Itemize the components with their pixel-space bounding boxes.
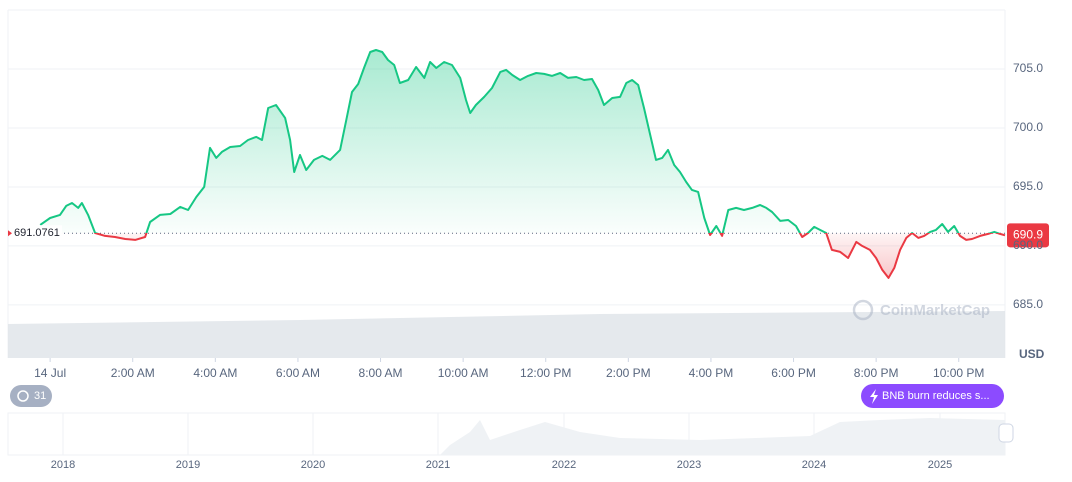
navigator-label: 2020 bbox=[301, 459, 325, 471]
navigator-label: 2019 bbox=[176, 459, 200, 471]
unit-label: USD bbox=[1019, 347, 1045, 361]
navigator-handle[interactable] bbox=[998, 423, 1014, 443]
badge-text: 31 bbox=[34, 390, 46, 402]
x-tick-label: 12:00 PM bbox=[520, 366, 571, 380]
y-tick-label: 695.0 bbox=[1013, 179, 1043, 193]
price-tag bbox=[1007, 223, 1049, 248]
navigator-label: 2025 bbox=[928, 459, 952, 471]
x-tick-label: 10:00 AM bbox=[438, 366, 489, 380]
baseline-value: 691.0761 bbox=[14, 227, 60, 239]
navigator-label: 2018 bbox=[51, 459, 75, 471]
x-tick-label: 10:00 PM bbox=[933, 366, 984, 380]
y-tick-label: 685.0 bbox=[1013, 297, 1043, 311]
volume-band bbox=[8, 324, 1005, 358]
navigator-label: 2022 bbox=[552, 459, 576, 471]
y-tick-label: 705.0 bbox=[1013, 61, 1043, 75]
baseline-label-bg bbox=[10, 225, 62, 242]
x-tick-label: 4:00 PM bbox=[689, 366, 734, 380]
volume-band-top bbox=[8, 311, 1005, 324]
news-pill[interactable]: BNB burn reduces s... bbox=[861, 384, 1004, 408]
baseline-label: 691.0761 bbox=[8, 225, 62, 242]
x-tick-label: 4:00 AM bbox=[193, 366, 237, 380]
area bbox=[40, 50, 1005, 278]
x-tick-label: 6:00 AM bbox=[276, 366, 320, 380]
news-text: BNB burn reduces s... bbox=[882, 390, 990, 402]
baseline-marker bbox=[8, 230, 12, 237]
x-tick-label: 2:00 AM bbox=[111, 366, 155, 380]
y-tick-label: 690.0 bbox=[1013, 238, 1043, 252]
navigator-label: 2024 bbox=[802, 459, 826, 471]
x-tick-label: 6:00 PM bbox=[771, 366, 816, 380]
x-tick-label: 14 Jul bbox=[34, 366, 66, 380]
watermark-text: CoinMarketCap bbox=[880, 302, 990, 319]
x-tick-label: 2:00 PM bbox=[606, 366, 651, 380]
navigator: 2018 2019 2020 2021 2022 2023 2024 2025 bbox=[51, 413, 952, 471]
price-tag-text: 690.9 bbox=[1013, 227, 1043, 241]
badge[interactable]: 31 bbox=[10, 385, 52, 407]
watermark: CoinMarketCap bbox=[852, 299, 990, 321]
news-bg bbox=[861, 384, 1004, 408]
navigator-label: 2021 bbox=[426, 459, 450, 471]
price-line bbox=[39, 49, 1006, 279]
plot: 691.0761 690.9 bbox=[8, 49, 1049, 279]
x-tick-label: 8:00 PM bbox=[854, 366, 899, 380]
badge-bg bbox=[10, 385, 52, 407]
x-tick-label: 8:00 AM bbox=[359, 366, 403, 380]
navigator-area bbox=[8, 418, 1005, 455]
navigator-label: 2023 bbox=[677, 459, 701, 471]
y-tick-label: 700.0 bbox=[1013, 120, 1043, 134]
